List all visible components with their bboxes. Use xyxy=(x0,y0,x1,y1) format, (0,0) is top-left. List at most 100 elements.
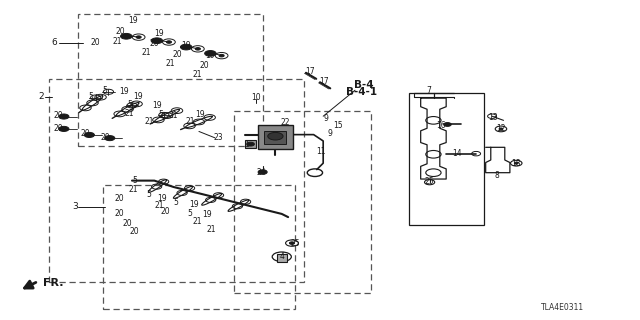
Circle shape xyxy=(166,41,172,43)
Text: 21: 21 xyxy=(207,225,216,234)
Circle shape xyxy=(104,136,115,141)
Text: 20: 20 xyxy=(150,39,159,48)
Text: 5: 5 xyxy=(158,109,163,118)
Text: 19: 19 xyxy=(129,16,138,25)
Text: 20: 20 xyxy=(54,111,63,120)
Circle shape xyxy=(136,36,141,38)
Text: 21: 21 xyxy=(145,117,154,126)
Text: 21: 21 xyxy=(129,185,138,194)
Circle shape xyxy=(120,33,132,39)
Text: 20: 20 xyxy=(54,124,63,133)
Text: 20: 20 xyxy=(91,38,100,47)
Text: 19: 19 xyxy=(181,41,191,50)
Text: 17: 17 xyxy=(306,67,316,76)
Text: 20: 20 xyxy=(161,207,171,216)
Text: 20: 20 xyxy=(129,227,139,236)
Text: 5: 5 xyxy=(132,176,138,185)
Text: 19: 19 xyxy=(155,28,164,38)
Text: 5: 5 xyxy=(127,100,132,109)
Text: 4: 4 xyxy=(279,252,284,261)
Bar xyxy=(264,132,286,144)
Text: TLA4E0311: TLA4E0311 xyxy=(541,303,584,312)
Circle shape xyxy=(289,242,294,244)
Text: 21: 21 xyxy=(193,217,202,226)
Circle shape xyxy=(268,132,283,140)
Text: 9: 9 xyxy=(324,114,329,123)
Text: 5: 5 xyxy=(147,190,152,199)
Text: 20: 20 xyxy=(199,61,209,70)
Text: 19: 19 xyxy=(120,87,129,96)
Text: 21: 21 xyxy=(169,111,178,120)
Text: 20: 20 xyxy=(116,27,125,36)
Bar xyxy=(409,93,484,225)
Circle shape xyxy=(151,38,163,44)
Text: 20: 20 xyxy=(100,133,110,142)
Text: 19: 19 xyxy=(189,200,198,209)
Text: 11: 11 xyxy=(317,147,326,156)
Text: 23: 23 xyxy=(213,133,223,142)
Bar xyxy=(49,79,304,282)
Text: 19: 19 xyxy=(195,109,205,118)
Text: 1: 1 xyxy=(244,140,249,149)
Text: 21: 21 xyxy=(124,108,134,117)
Text: 5: 5 xyxy=(88,92,93,101)
Text: 19: 19 xyxy=(205,51,215,60)
Circle shape xyxy=(219,54,224,57)
Text: 16: 16 xyxy=(436,121,446,130)
Text: 20: 20 xyxy=(81,130,90,139)
Text: 19: 19 xyxy=(134,92,143,101)
Circle shape xyxy=(205,51,216,56)
Text: 20: 20 xyxy=(122,219,132,228)
Text: 25: 25 xyxy=(291,239,301,248)
Text: 5: 5 xyxy=(103,86,108,95)
Text: 10: 10 xyxy=(252,93,261,102)
Text: 21: 21 xyxy=(154,202,164,211)
Circle shape xyxy=(246,142,254,146)
Text: 19: 19 xyxy=(202,210,211,219)
Circle shape xyxy=(180,44,192,50)
Text: 21: 21 xyxy=(166,59,175,68)
Text: 21: 21 xyxy=(113,36,122,45)
Text: 13: 13 xyxy=(488,113,498,122)
Text: 5: 5 xyxy=(187,209,192,218)
Text: 17: 17 xyxy=(319,77,328,86)
Text: 19: 19 xyxy=(157,194,167,203)
Text: 24: 24 xyxy=(257,168,266,177)
Text: 15: 15 xyxy=(333,121,342,130)
Circle shape xyxy=(59,114,69,119)
Circle shape xyxy=(84,132,95,138)
Text: 3: 3 xyxy=(72,203,77,212)
Text: 12: 12 xyxy=(496,124,506,133)
Circle shape xyxy=(59,126,69,132)
Text: 9: 9 xyxy=(327,130,332,139)
Text: B-4-1: B-4-1 xyxy=(346,87,377,97)
Text: 6: 6 xyxy=(51,38,57,47)
Text: 22: 22 xyxy=(280,118,290,127)
Text: FR.: FR. xyxy=(43,278,63,288)
Bar xyxy=(245,140,256,148)
Bar xyxy=(234,111,371,293)
Text: 19: 19 xyxy=(153,101,163,110)
Text: B-4: B-4 xyxy=(353,79,373,90)
Text: 25: 25 xyxy=(425,177,435,186)
Bar xyxy=(78,14,262,146)
Bar xyxy=(276,254,287,262)
Text: 21: 21 xyxy=(193,70,202,79)
Circle shape xyxy=(515,162,518,164)
Text: 18: 18 xyxy=(511,159,521,168)
Circle shape xyxy=(195,48,200,50)
Bar xyxy=(257,125,292,149)
Text: 2: 2 xyxy=(38,92,44,101)
Text: 7: 7 xyxy=(426,86,431,95)
Circle shape xyxy=(258,170,267,174)
Text: 5: 5 xyxy=(173,198,179,207)
Text: 14: 14 xyxy=(452,149,462,158)
Text: 20: 20 xyxy=(172,50,182,59)
Text: 21: 21 xyxy=(142,48,152,57)
Text: 21: 21 xyxy=(185,117,195,126)
Text: 20: 20 xyxy=(115,194,124,203)
Bar xyxy=(103,185,294,309)
Circle shape xyxy=(444,123,451,126)
Text: 8: 8 xyxy=(495,171,500,180)
Circle shape xyxy=(499,128,503,130)
